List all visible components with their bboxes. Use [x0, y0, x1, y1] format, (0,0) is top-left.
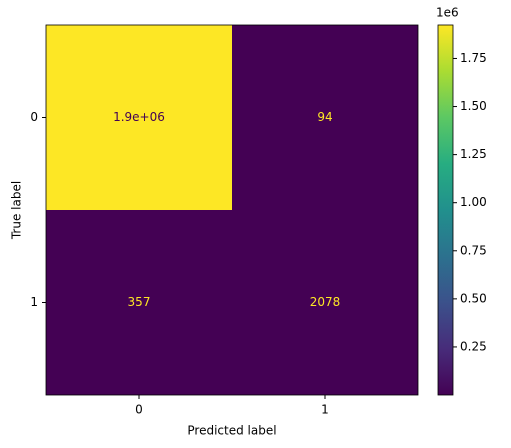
cell [46, 25, 232, 210]
colorbar-tick-label: 1.00 [460, 195, 487, 209]
y-tick-label: 1 [30, 295, 38, 309]
colorbar-offset: 1e6 [436, 6, 459, 20]
colorbar-tick-label: 0.50 [460, 291, 487, 305]
y-tick-label: 0 [30, 110, 38, 124]
cell-label: 357 [128, 295, 151, 309]
colorbar-tick-label: 0.75 [460, 243, 487, 257]
x-axis-label: Predicted label [187, 424, 276, 438]
y-axis-label: True label [10, 181, 24, 240]
cell [232, 210, 418, 395]
x-tick-label: 0 [135, 403, 143, 417]
colorbar-tick-label: 1.25 [460, 147, 487, 161]
cell [46, 210, 232, 395]
colorbar-tick-label: 0.25 [460, 339, 487, 353]
colorbar-tick-label: 1.50 [460, 99, 487, 113]
colorbar-tick-label: 1.75 [460, 51, 487, 65]
cell-label: 94 [317, 110, 332, 124]
cell-label: 2078 [310, 295, 341, 309]
colorbar [437, 24, 454, 396]
x-tick-label: 1 [321, 403, 329, 417]
cell [232, 25, 418, 210]
plot-frame [45, 24, 419, 396]
cell-label: 1.9e+06 [113, 110, 165, 124]
